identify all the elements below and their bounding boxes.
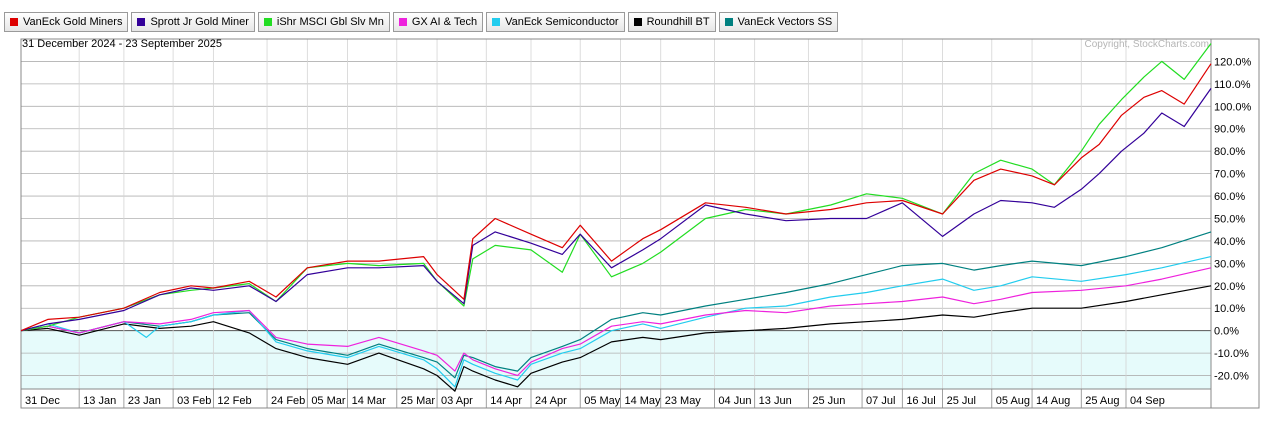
legend-swatch [633,18,642,26]
x-tick-label: 13 Jan [83,395,116,407]
x-tick-label: 03 Feb [177,395,211,407]
y-tick-label: 90.0% [1214,124,1245,136]
legend-label: GX AI & Tech [411,16,478,28]
y-tick-label: 100.0% [1214,101,1252,113]
copyright: Copyright, StockCharts.com [1085,39,1210,50]
x-tick-label: 07 Jul [866,395,895,407]
x-tick-label: 24 Apr [535,395,567,407]
legend: VanEck Gold Miners Sprott Jr Gold Miner iS… [4,12,839,34]
legend-label: VanEck Vectors SS [737,16,833,28]
y-tick-label: 110.0% [1214,79,1251,91]
series-group [20,43,1212,392]
plot-area-lower [21,330,1211,389]
legend-item-4[interactable]: VanEck Semiconductor [486,12,625,32]
y-axis-frame [1210,38,1260,409]
y-tick-label: 10.0% [1214,303,1245,315]
x-tick-label: 25 Jul [947,395,976,407]
x-tick-label: 23 Jan [128,395,161,407]
legend-label: VanEck Semiconductor [505,16,619,28]
x-tick-label: 12 Feb [217,395,251,407]
legend-item-0[interactable]: VanEck Gold Miners [4,12,129,32]
x-tick-label: 04 Jun [718,395,751,407]
series-line [20,285,1212,392]
x-tick-label: 25 Mar [401,395,436,407]
date-range: 31 December 2024 - 23 September 2025 [22,38,222,50]
y-tick-label: 0.0% [1214,326,1239,338]
x-tick-label: 05 May [584,395,621,407]
x-tick-label: 14 Mar [352,395,387,407]
x-tick-label: 13 Jun [759,395,792,407]
y-tick-label: -10.0% [1214,348,1249,360]
x-tick-label: 04 Sep [1130,395,1165,407]
legend-swatch [398,18,407,26]
series-line [20,88,1212,332]
y-tick-label: 120.0% [1214,56,1252,68]
y-tick-label: 80.0% [1214,146,1245,158]
legend-item-5[interactable]: Roundhill BT [627,12,716,32]
x-tick-label: 16 Jul [906,395,935,407]
legend-swatch [263,18,272,26]
y-tick-label: 70.0% [1214,169,1245,181]
x-tick-label: 23 May [665,395,702,407]
series-line [20,256,1212,388]
y-tick-label: 40.0% [1214,236,1245,248]
x-tick-label: 14 Aug [1036,395,1070,407]
legend-item-1[interactable]: Sprott Jr Gold Miner [131,12,255,32]
legend-swatch [492,18,501,26]
y-tick-label: 60.0% [1214,191,1245,203]
legend-item-6[interactable]: VanEck Vectors SS [718,12,839,32]
series-line [20,43,1212,332]
y-tick-label: 50.0% [1214,213,1245,225]
legend-label: iShr MSCI Gbl Slv Mn [276,16,384,28]
legend-item-3[interactable]: GX AI & Tech [392,12,484,32]
x-tick-label: 31 Dec [25,395,60,407]
x-tick-label: 03 Apr [441,395,473,407]
x-tick-label: 14 May [624,395,661,407]
y-tick-label: 30.0% [1214,258,1245,270]
y-tick-label: -20.0% [1214,371,1249,383]
x-tick-label: 24 Feb [271,395,305,407]
legend-label: Sprott Jr Gold Miner [150,16,249,28]
x-tick-label: 14 Apr [490,395,522,407]
x-tick-label: 25 Jun [812,395,845,407]
legend-item-2[interactable]: iShr MSCI Gbl Slv Mn [257,12,390,32]
x-tick-label: 05 Mar [311,395,346,407]
legend-swatch [724,18,733,26]
y-tick-label: 20.0% [1214,281,1245,293]
series-line [20,231,1212,379]
series-line [20,63,1212,332]
legend-label: VanEck Gold Miners [23,16,123,28]
legend-label: Roundhill BT [646,16,710,28]
x-tick-label: 05 Aug [996,395,1030,407]
legend-swatch [10,18,18,26]
x-tick-label: 25 Aug [1085,395,1119,407]
legend-swatch [137,18,146,26]
series-line [20,267,1212,377]
